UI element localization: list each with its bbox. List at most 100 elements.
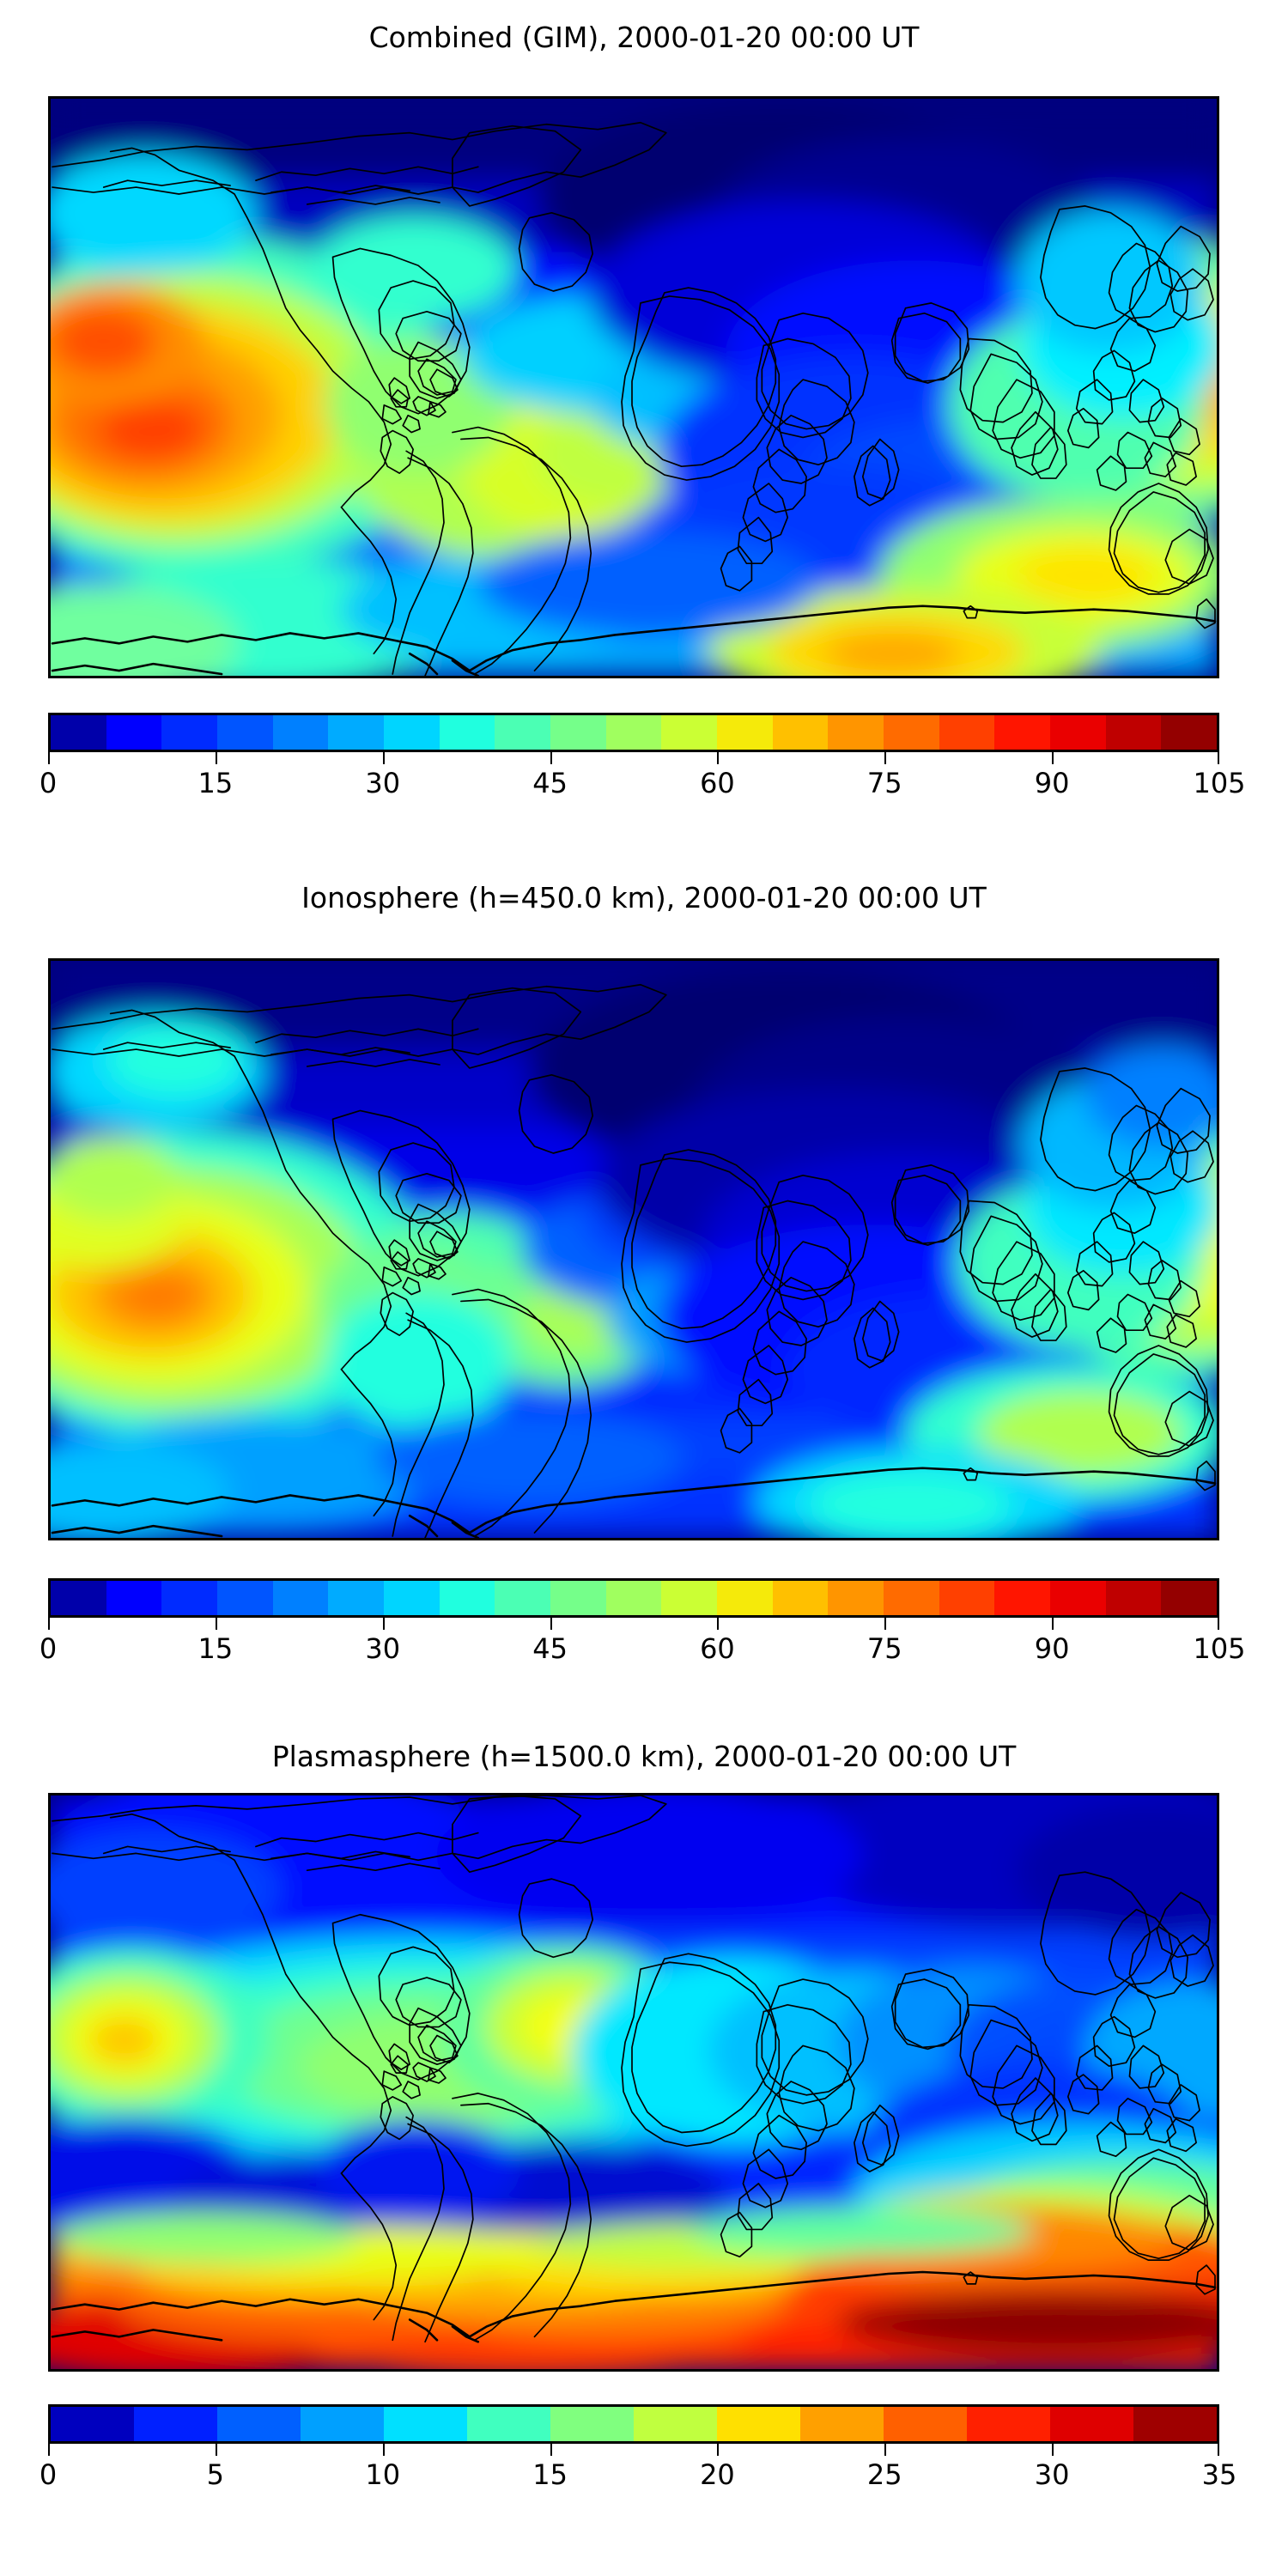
colorbar-segment bbox=[661, 1581, 718, 1615]
panel-title-combined-gim: Combined (GIM), 2000-01-20 00:00 UT bbox=[368, 21, 920, 54]
colorbar-segment bbox=[828, 1581, 884, 1615]
colorbar-tick-label: 0 bbox=[39, 1632, 58, 1665]
colorbar-tick bbox=[382, 752, 385, 764]
colorbar-tick bbox=[717, 1618, 720, 1630]
colorbar-tick bbox=[550, 2444, 552, 2456]
colorbar-tick-label: 30 bbox=[365, 767, 401, 799]
coastlines-ionosphere bbox=[52, 983, 1216, 1538]
colorbar-segment bbox=[134, 2407, 217, 2441]
colorbar-tick-label: 30 bbox=[365, 1632, 401, 1665]
colorbar-tick-label: 45 bbox=[532, 1632, 568, 1665]
colorbar-tick bbox=[550, 752, 552, 764]
colorbar-segment bbox=[161, 1581, 218, 1615]
map-ionosphere bbox=[48, 958, 1219, 1540]
colorbar-segment bbox=[1105, 1581, 1162, 1615]
colorbar-ionosphere bbox=[48, 1578, 1219, 1618]
colorbar-labels-ionosphere: 0 15 30 45 60 75 90 105 bbox=[39, 1630, 1246, 1669]
colorbar-tick bbox=[1218, 752, 1219, 764]
colorbar-segment bbox=[1161, 1581, 1217, 1615]
colorbar-segment bbox=[301, 2407, 384, 2441]
colorbar-segment bbox=[1050, 715, 1106, 750]
colorbar-labels-plasmasphere: 0 5 10 15 20 25 30 35 bbox=[39, 2456, 1237, 2495]
colorbar-tick-label: 0 bbox=[39, 767, 58, 799]
colorbar-tick bbox=[884, 2444, 887, 2456]
colorbar-plasmasphere bbox=[48, 2404, 1219, 2444]
colorbar-segment bbox=[661, 715, 718, 750]
panel-combined-gim: Combined (GIM), 2000-01-20 00:00 UT bbox=[0, 0, 1288, 859]
colorbar-segment bbox=[495, 715, 551, 750]
colorbar-segment bbox=[272, 1581, 329, 1615]
colorbar-tick bbox=[48, 752, 50, 764]
colorbar-segment bbox=[772, 1581, 829, 1615]
colorbar-segment bbox=[439, 1581, 495, 1615]
colorbar-tick bbox=[1052, 752, 1054, 764]
colorbar-labels-combined-gim: 0 15 30 45 60 75 90 105 bbox=[39, 764, 1246, 804]
colorbar-segment bbox=[1133, 2407, 1217, 2441]
colorbar-segment bbox=[800, 2407, 884, 2441]
colorbar-wrap-plasmasphere: 0 5 10 15 20 25 30 35 bbox=[39, 2404, 1237, 2495]
colorbar-tick-label: 25 bbox=[866, 2458, 902, 2491]
map-combined-gim bbox=[48, 96, 1219, 678]
colorbar-tick-label: 15 bbox=[532, 2458, 568, 2491]
colorbar-segment bbox=[384, 715, 440, 750]
colorbar-segment bbox=[328, 1581, 385, 1615]
colorbar-segment bbox=[217, 715, 273, 750]
colorbar-segment bbox=[605, 1581, 662, 1615]
panel-title-ionosphere: Ionosphere (h=450.0 km), 2000-01-20 00:0… bbox=[301, 881, 987, 914]
field-plasmasphere bbox=[51, 1795, 1217, 2369]
colorbar-segment bbox=[634, 2407, 717, 2441]
colorbar-segment bbox=[994, 715, 1051, 750]
colorbar-segment bbox=[884, 2407, 967, 2441]
colorbar-segment bbox=[106, 715, 162, 750]
colorbar-segment bbox=[51, 1581, 106, 1615]
colorbar-segment bbox=[161, 715, 218, 750]
colorbar-segment bbox=[272, 715, 329, 750]
colorbar-segment bbox=[717, 2407, 800, 2441]
antarctica-outline-ionosphere bbox=[51, 1467, 1217, 1538]
colorbar-ticks-ionosphere bbox=[48, 1618, 1219, 1630]
panel-ionosphere: Ionosphere (h=450.0 km), 2000-01-20 00:0… bbox=[0, 859, 1288, 1717]
colorbar-segment bbox=[1050, 1581, 1106, 1615]
colorbar-segment bbox=[1161, 715, 1217, 750]
map-canvas-combined-gim bbox=[51, 99, 1217, 676]
coastlines-plasmasphere bbox=[52, 1795, 1216, 2343]
colorbar-combined-gim bbox=[48, 713, 1219, 752]
colorbar-segment bbox=[217, 1581, 273, 1615]
colorbar-segment bbox=[217, 2407, 301, 2441]
colorbar-tick bbox=[1052, 1618, 1054, 1630]
colorbar-tick bbox=[884, 752, 887, 764]
colorbar-tick-label: 60 bbox=[700, 767, 735, 799]
colorbar-segment bbox=[939, 1581, 995, 1615]
colorbar-tick-label: 75 bbox=[866, 767, 902, 799]
colorbar-segment bbox=[439, 715, 495, 750]
coastlines-combined-gim bbox=[52, 121, 1216, 676]
colorbar-segment bbox=[994, 1581, 1051, 1615]
field-ionosphere bbox=[51, 961, 1217, 1538]
map-canvas-ionosphere bbox=[51, 961, 1217, 1538]
colorbar-tick-label: 5 bbox=[206, 2458, 225, 2491]
colorbar-segment bbox=[51, 2407, 134, 2441]
colorbar-segment bbox=[828, 715, 884, 750]
colorbar-tick bbox=[48, 2444, 50, 2456]
colorbar-segment bbox=[384, 1581, 440, 1615]
colorbar-segment bbox=[884, 1581, 939, 1615]
colorbar-tick bbox=[215, 1618, 217, 1630]
colorbar-tick bbox=[884, 1618, 887, 1630]
colorbar-tick-label: 15 bbox=[197, 767, 234, 799]
colorbar-tick bbox=[1218, 1618, 1219, 1630]
colorbar-ticks-combined-gim bbox=[48, 752, 1219, 764]
colorbar-segment bbox=[550, 715, 606, 750]
colorbar-tick bbox=[550, 1618, 552, 1630]
colorbar-segment bbox=[467, 2407, 550, 2441]
colorbar-segment bbox=[605, 715, 662, 750]
colorbar-tick-label: 75 bbox=[866, 1632, 902, 1665]
colorbar-tick-label: 45 bbox=[532, 767, 568, 799]
colorbar-segment bbox=[1105, 715, 1162, 750]
map-plasmasphere bbox=[48, 1793, 1219, 2372]
antarctica-outline-plasmasphere bbox=[51, 2270, 1217, 2343]
colorbar-segment bbox=[1050, 2407, 1133, 2441]
colorbar-tick-label: 105 bbox=[1193, 767, 1246, 799]
colorbar-segment bbox=[495, 1581, 551, 1615]
colorbar-tick bbox=[1052, 2444, 1054, 2456]
colorbar-tick-label: 35 bbox=[1201, 2458, 1237, 2491]
